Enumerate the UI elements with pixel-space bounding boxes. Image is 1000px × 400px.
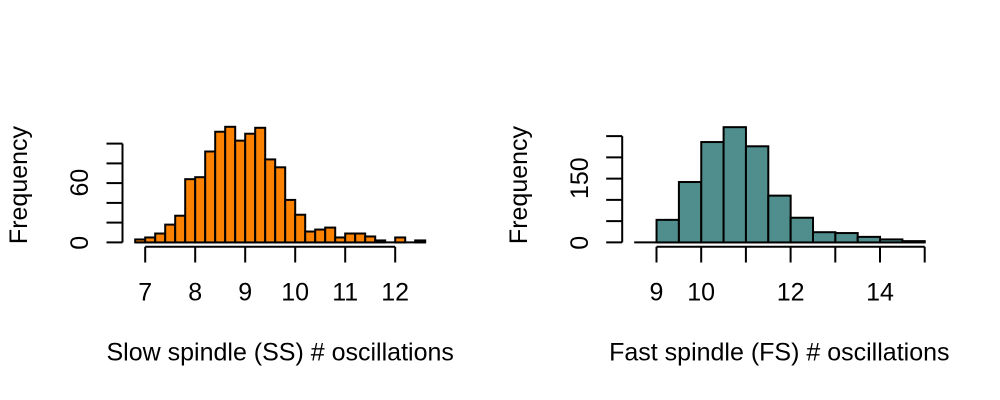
svg-text:150: 150 — [566, 157, 594, 199]
svg-text:11: 11 — [332, 279, 358, 307]
svg-text:0: 0 — [566, 236, 594, 250]
svg-text:7: 7 — [138, 279, 152, 307]
svg-text:Fast spindle (FS) # oscillatio: Fast spindle (FS) # oscillations — [609, 338, 949, 366]
svg-text:9: 9 — [650, 279, 664, 307]
svg-text:60: 60 — [66, 169, 94, 197]
svg-text:12: 12 — [777, 279, 805, 307]
svg-text:Frequency: Frequency — [505, 125, 533, 244]
svg-text:Slow spindle (SS) # oscillatio: Slow spindle (SS) # oscillations — [107, 338, 454, 366]
svg-text:Frequency: Frequency — [5, 125, 33, 244]
svg-text:0: 0 — [66, 236, 94, 250]
svg-text:8: 8 — [188, 279, 202, 307]
svg-text:10: 10 — [687, 279, 715, 307]
svg-text:14: 14 — [866, 279, 894, 307]
svg-text:10: 10 — [281, 279, 309, 307]
svg-text:12: 12 — [381, 279, 409, 307]
svg-text:9: 9 — [238, 279, 252, 307]
